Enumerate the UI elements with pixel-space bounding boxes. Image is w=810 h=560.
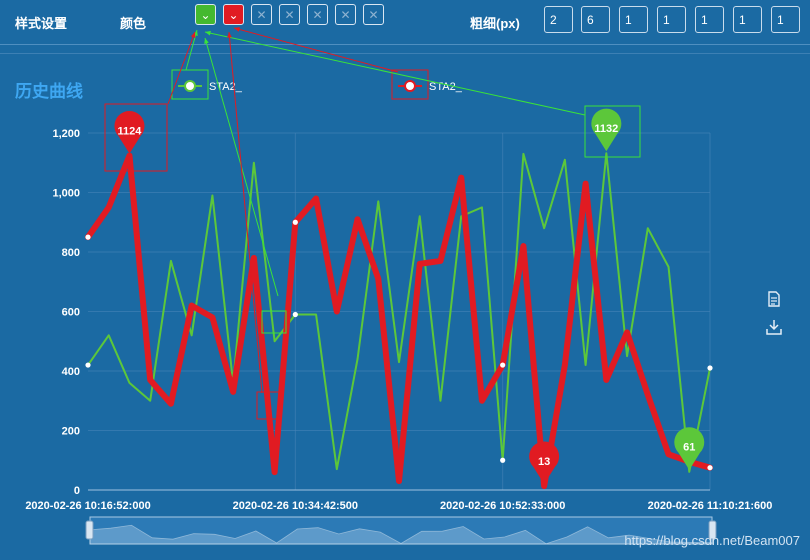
zoom-handle-left [85, 520, 94, 540]
annotation-arrow [204, 31, 586, 116]
series-point-marker [292, 311, 298, 318]
color-swatch-green[interactable]: ⌄ [195, 4, 216, 25]
style-settings-label: 样式设置 [15, 16, 68, 31]
annotation-arrow [167, 31, 196, 105]
annotation-arrowhead [234, 27, 240, 32]
series-line [85, 152, 713, 490]
watermark: https://blog.csdn.net/Beam007 [624, 533, 800, 548]
legend-label: STA2_ [429, 81, 463, 93]
close-icon: ✕ [284, 7, 295, 22]
width-input-3[interactable] [619, 6, 648, 33]
legend-label: STA2_ [209, 81, 243, 93]
color-swatch-red[interactable]: ⌄ [223, 4, 244, 25]
color-swatch-empty-2[interactable]: ✕ [279, 4, 300, 25]
x-tick-label: 2020-02-26 10:52:33:000 [440, 500, 565, 512]
series-point-marker [707, 365, 713, 371]
annotation-arrowhead [190, 32, 196, 38]
value-pin: 13 [529, 441, 560, 485]
annotation-box [261, 310, 287, 334]
chevron-down-icon: ⌄ [200, 7, 211, 22]
series-point-marker [85, 234, 91, 240]
pin-shape [591, 108, 622, 152]
width-input-7[interactable] [771, 6, 800, 33]
close-icon: ✕ [256, 7, 267, 22]
color-label: 颜色 [120, 16, 147, 31]
y-tick-label: 1,000 [52, 188, 80, 200]
pin-shape [674, 427, 705, 470]
series-point-marker [500, 457, 506, 463]
annotation-arrow [228, 31, 263, 394]
color-swatch-empty-3[interactable]: ✕ [307, 4, 328, 25]
x-tick-label: 2020-02-26 10:34:42:500 [233, 500, 358, 512]
line-width-label: 粗细(px) [470, 16, 520, 31]
color-swatch-empty-5[interactable]: ✕ [363, 4, 384, 25]
pin-label: 1124 [118, 125, 143, 137]
close-icon: ✕ [340, 7, 351, 22]
series-point-marker [292, 219, 298, 225]
value-pin: 1132 [591, 108, 622, 152]
annotation-arrowhead [204, 38, 209, 44]
width-input-1[interactable] [544, 6, 573, 33]
chevron-down-icon: ⌄ [228, 7, 239, 22]
save-image-icon[interactable] [765, 318, 783, 336]
width-input-6[interactable] [733, 6, 762, 33]
annotation-arrowhead [205, 30, 211, 36]
series-point-marker [500, 362, 506, 368]
y-tick-label: 1,200 [52, 128, 80, 140]
legend-highlight-box [171, 69, 209, 100]
annotation-arrow [233, 27, 399, 73]
section-title: 历史曲线 [15, 82, 83, 101]
y-tick-label: 400 [62, 366, 80, 378]
close-icon: ✕ [312, 7, 323, 22]
value-pin: 61 [674, 427, 705, 470]
pin-shape [114, 110, 145, 154]
width-input-2[interactable] [581, 6, 610, 33]
legend-marker [184, 80, 196, 92]
y-tick-label: 600 [62, 307, 80, 319]
x-tick-label: 2020-02-26 10:16:52:000 [25, 500, 150, 512]
pin-label: 1132 [594, 123, 618, 135]
x-tick-label: 2020-02-26 11:10:21:600 [648, 500, 773, 512]
data-view-icon[interactable] [765, 290, 783, 308]
annotation-box [584, 105, 641, 158]
toolbar-divider-2 [0, 53, 810, 54]
y-tick-label: 800 [62, 247, 80, 259]
annotation-box [256, 391, 280, 420]
pin-shape [529, 441, 560, 485]
width-input-5[interactable] [695, 6, 724, 33]
value-pin: 1124 [114, 110, 145, 154]
legend-highlight-box [391, 69, 429, 100]
y-tick-label: 0 [74, 485, 80, 497]
toolbar-divider [0, 44, 810, 45]
zoom-slider-preview [89, 524, 713, 545]
annotation-arrowhead [227, 32, 232, 38]
toolbar: 样式设置 颜色 ⌄ ⌄ ✕ ✕ ✕ ✕ ✕ 粗细(px) [0, 0, 810, 44]
pin-label: 13 [538, 456, 550, 468]
y-tick-label: 200 [62, 426, 80, 438]
series-line [87, 152, 711, 473]
pin-label: 61 [683, 442, 695, 454]
close-icon: ✕ [368, 7, 379, 22]
series-point-marker [707, 465, 713, 471]
series-point-marker [85, 362, 91, 368]
annotation-box [104, 103, 168, 172]
color-swatch-empty-1[interactable]: ✕ [251, 4, 272, 25]
zoom-handle-right [708, 520, 717, 540]
color-swatch-empty-4[interactable]: ✕ [335, 4, 356, 25]
width-input-4[interactable] [657, 6, 686, 33]
legend-marker [404, 80, 416, 92]
